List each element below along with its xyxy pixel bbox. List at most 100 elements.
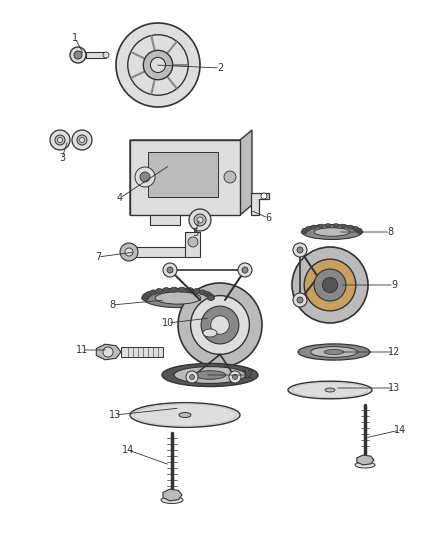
Circle shape (224, 171, 236, 183)
Circle shape (167, 267, 173, 273)
Ellipse shape (356, 228, 362, 232)
Ellipse shape (353, 227, 359, 230)
Text: 12: 12 (388, 347, 400, 357)
Ellipse shape (161, 497, 183, 504)
Ellipse shape (162, 364, 258, 386)
Circle shape (297, 247, 303, 253)
Ellipse shape (314, 228, 350, 236)
Ellipse shape (150, 290, 157, 295)
Ellipse shape (193, 288, 200, 294)
Polygon shape (185, 232, 200, 257)
Circle shape (194, 214, 206, 226)
Circle shape (178, 283, 262, 367)
Ellipse shape (204, 292, 211, 296)
Circle shape (189, 209, 211, 231)
Bar (148, 152, 218, 197)
Ellipse shape (155, 292, 201, 304)
Text: 13: 13 (109, 410, 121, 420)
Ellipse shape (302, 228, 308, 232)
Polygon shape (130, 130, 252, 215)
Circle shape (80, 138, 85, 142)
Ellipse shape (203, 329, 217, 337)
Ellipse shape (179, 413, 191, 417)
Circle shape (191, 296, 249, 354)
Ellipse shape (208, 295, 215, 301)
Text: 9: 9 (391, 280, 397, 290)
Bar (130, 140, 240, 215)
Circle shape (314, 269, 346, 301)
Ellipse shape (186, 288, 193, 293)
Ellipse shape (305, 227, 311, 230)
Ellipse shape (288, 381, 372, 399)
Ellipse shape (357, 230, 363, 234)
Ellipse shape (199, 290, 206, 295)
Circle shape (211, 316, 229, 334)
Ellipse shape (130, 402, 240, 427)
Text: 6: 6 (265, 213, 271, 223)
Text: 14: 14 (122, 445, 134, 455)
Circle shape (74, 51, 82, 59)
Circle shape (50, 130, 70, 150)
Ellipse shape (174, 367, 246, 383)
Circle shape (190, 375, 194, 379)
Circle shape (293, 243, 307, 257)
Text: 5: 5 (192, 228, 198, 238)
Circle shape (77, 135, 87, 145)
Circle shape (125, 248, 133, 256)
Polygon shape (357, 455, 374, 465)
Circle shape (292, 247, 368, 323)
Ellipse shape (302, 224, 362, 239)
Circle shape (143, 50, 173, 80)
Text: 8: 8 (387, 227, 393, 237)
Circle shape (201, 306, 239, 344)
Polygon shape (163, 489, 182, 501)
Polygon shape (150, 215, 180, 225)
Text: 10: 10 (162, 318, 174, 328)
Ellipse shape (142, 294, 149, 298)
Polygon shape (251, 193, 269, 215)
Ellipse shape (325, 388, 335, 392)
Ellipse shape (341, 224, 346, 228)
Ellipse shape (324, 350, 344, 354)
Text: 2: 2 (217, 63, 223, 73)
Circle shape (72, 130, 92, 150)
Ellipse shape (156, 288, 163, 294)
Circle shape (128, 35, 188, 95)
Ellipse shape (311, 225, 317, 229)
Ellipse shape (145, 292, 152, 296)
Circle shape (55, 135, 65, 145)
Circle shape (233, 375, 237, 379)
Circle shape (116, 23, 200, 107)
Circle shape (120, 243, 138, 261)
Circle shape (304, 259, 356, 311)
Circle shape (186, 371, 198, 383)
Circle shape (322, 277, 338, 293)
Circle shape (140, 172, 150, 182)
Circle shape (238, 263, 252, 277)
Circle shape (57, 138, 63, 142)
Circle shape (297, 297, 303, 303)
Bar (121, 347, 163, 357)
Text: 13: 13 (388, 383, 400, 393)
Circle shape (150, 58, 166, 72)
Text: 14: 14 (394, 425, 406, 435)
Text: 3: 3 (59, 153, 65, 163)
Circle shape (229, 371, 241, 383)
Text: 7: 7 (95, 252, 101, 262)
Circle shape (261, 193, 267, 199)
Circle shape (135, 167, 155, 187)
Ellipse shape (194, 370, 226, 379)
Ellipse shape (170, 287, 177, 292)
Ellipse shape (141, 295, 148, 301)
Circle shape (293, 293, 307, 307)
Ellipse shape (347, 225, 353, 229)
Ellipse shape (301, 230, 307, 234)
Circle shape (188, 237, 198, 247)
Ellipse shape (298, 344, 370, 360)
Circle shape (197, 217, 203, 223)
Ellipse shape (311, 346, 357, 358)
Circle shape (103, 347, 113, 357)
Ellipse shape (178, 287, 185, 292)
Ellipse shape (163, 288, 170, 293)
Ellipse shape (355, 462, 375, 468)
